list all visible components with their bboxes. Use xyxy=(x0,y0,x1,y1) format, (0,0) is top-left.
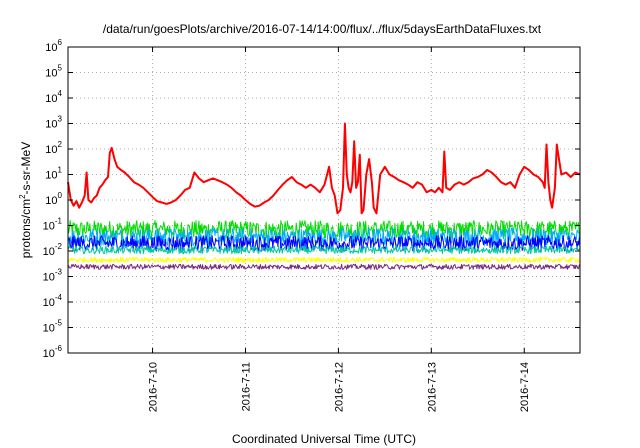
series-line xyxy=(67,245,581,255)
y-tick-label: 10-4 xyxy=(43,293,63,309)
y-tick-label: 10-3 xyxy=(43,268,63,284)
y-axis: 106 105 104 103 102 101 100 10-1 10-2 10-3 10-4 10-… xyxy=(43,38,580,360)
x-axis-label: Coordinated Universal Time (UTC) xyxy=(232,432,416,446)
series-group xyxy=(67,122,581,270)
x-tick-label: 2016-7-14 xyxy=(519,362,531,412)
y-tick-label: 10-6 xyxy=(43,344,63,360)
x-tick-label: 2016-7-10 xyxy=(148,362,160,412)
y-tick-label: 101 xyxy=(45,166,62,182)
y-tick-label: 100 xyxy=(45,191,62,207)
y-tick-label: 104 xyxy=(45,89,62,105)
y-axis-label: protons/cm2-s-sr-MeV xyxy=(18,142,33,258)
y-tick-label: 102 xyxy=(45,140,62,156)
y-tick-label: 10-2 xyxy=(43,242,63,258)
y-tick-label: 105 xyxy=(45,64,62,80)
y-tick-label: 103 xyxy=(45,115,62,131)
grid xyxy=(68,47,580,353)
series-line xyxy=(67,235,581,252)
y-tick-label: 10-1 xyxy=(43,217,63,233)
x-tick-label: 2016-7-12 xyxy=(333,362,345,412)
x-tick-label: 2016-7-13 xyxy=(426,362,438,412)
series-line xyxy=(67,256,581,263)
y-tick-label: 106 xyxy=(45,38,62,54)
series-line xyxy=(67,263,581,270)
y-tick-label: 10-5 xyxy=(43,319,63,335)
x-axis: 2016-7-10 2016-7-11 2016-7-12 2016-7-13 2016… xyxy=(148,47,531,412)
x-tick-label: 2016-7-11 xyxy=(240,362,252,411)
series-line xyxy=(67,227,581,247)
series-line xyxy=(67,122,581,215)
chart-title: /data/run/goesPlots/archive/2016-07-14/1… xyxy=(103,22,542,36)
